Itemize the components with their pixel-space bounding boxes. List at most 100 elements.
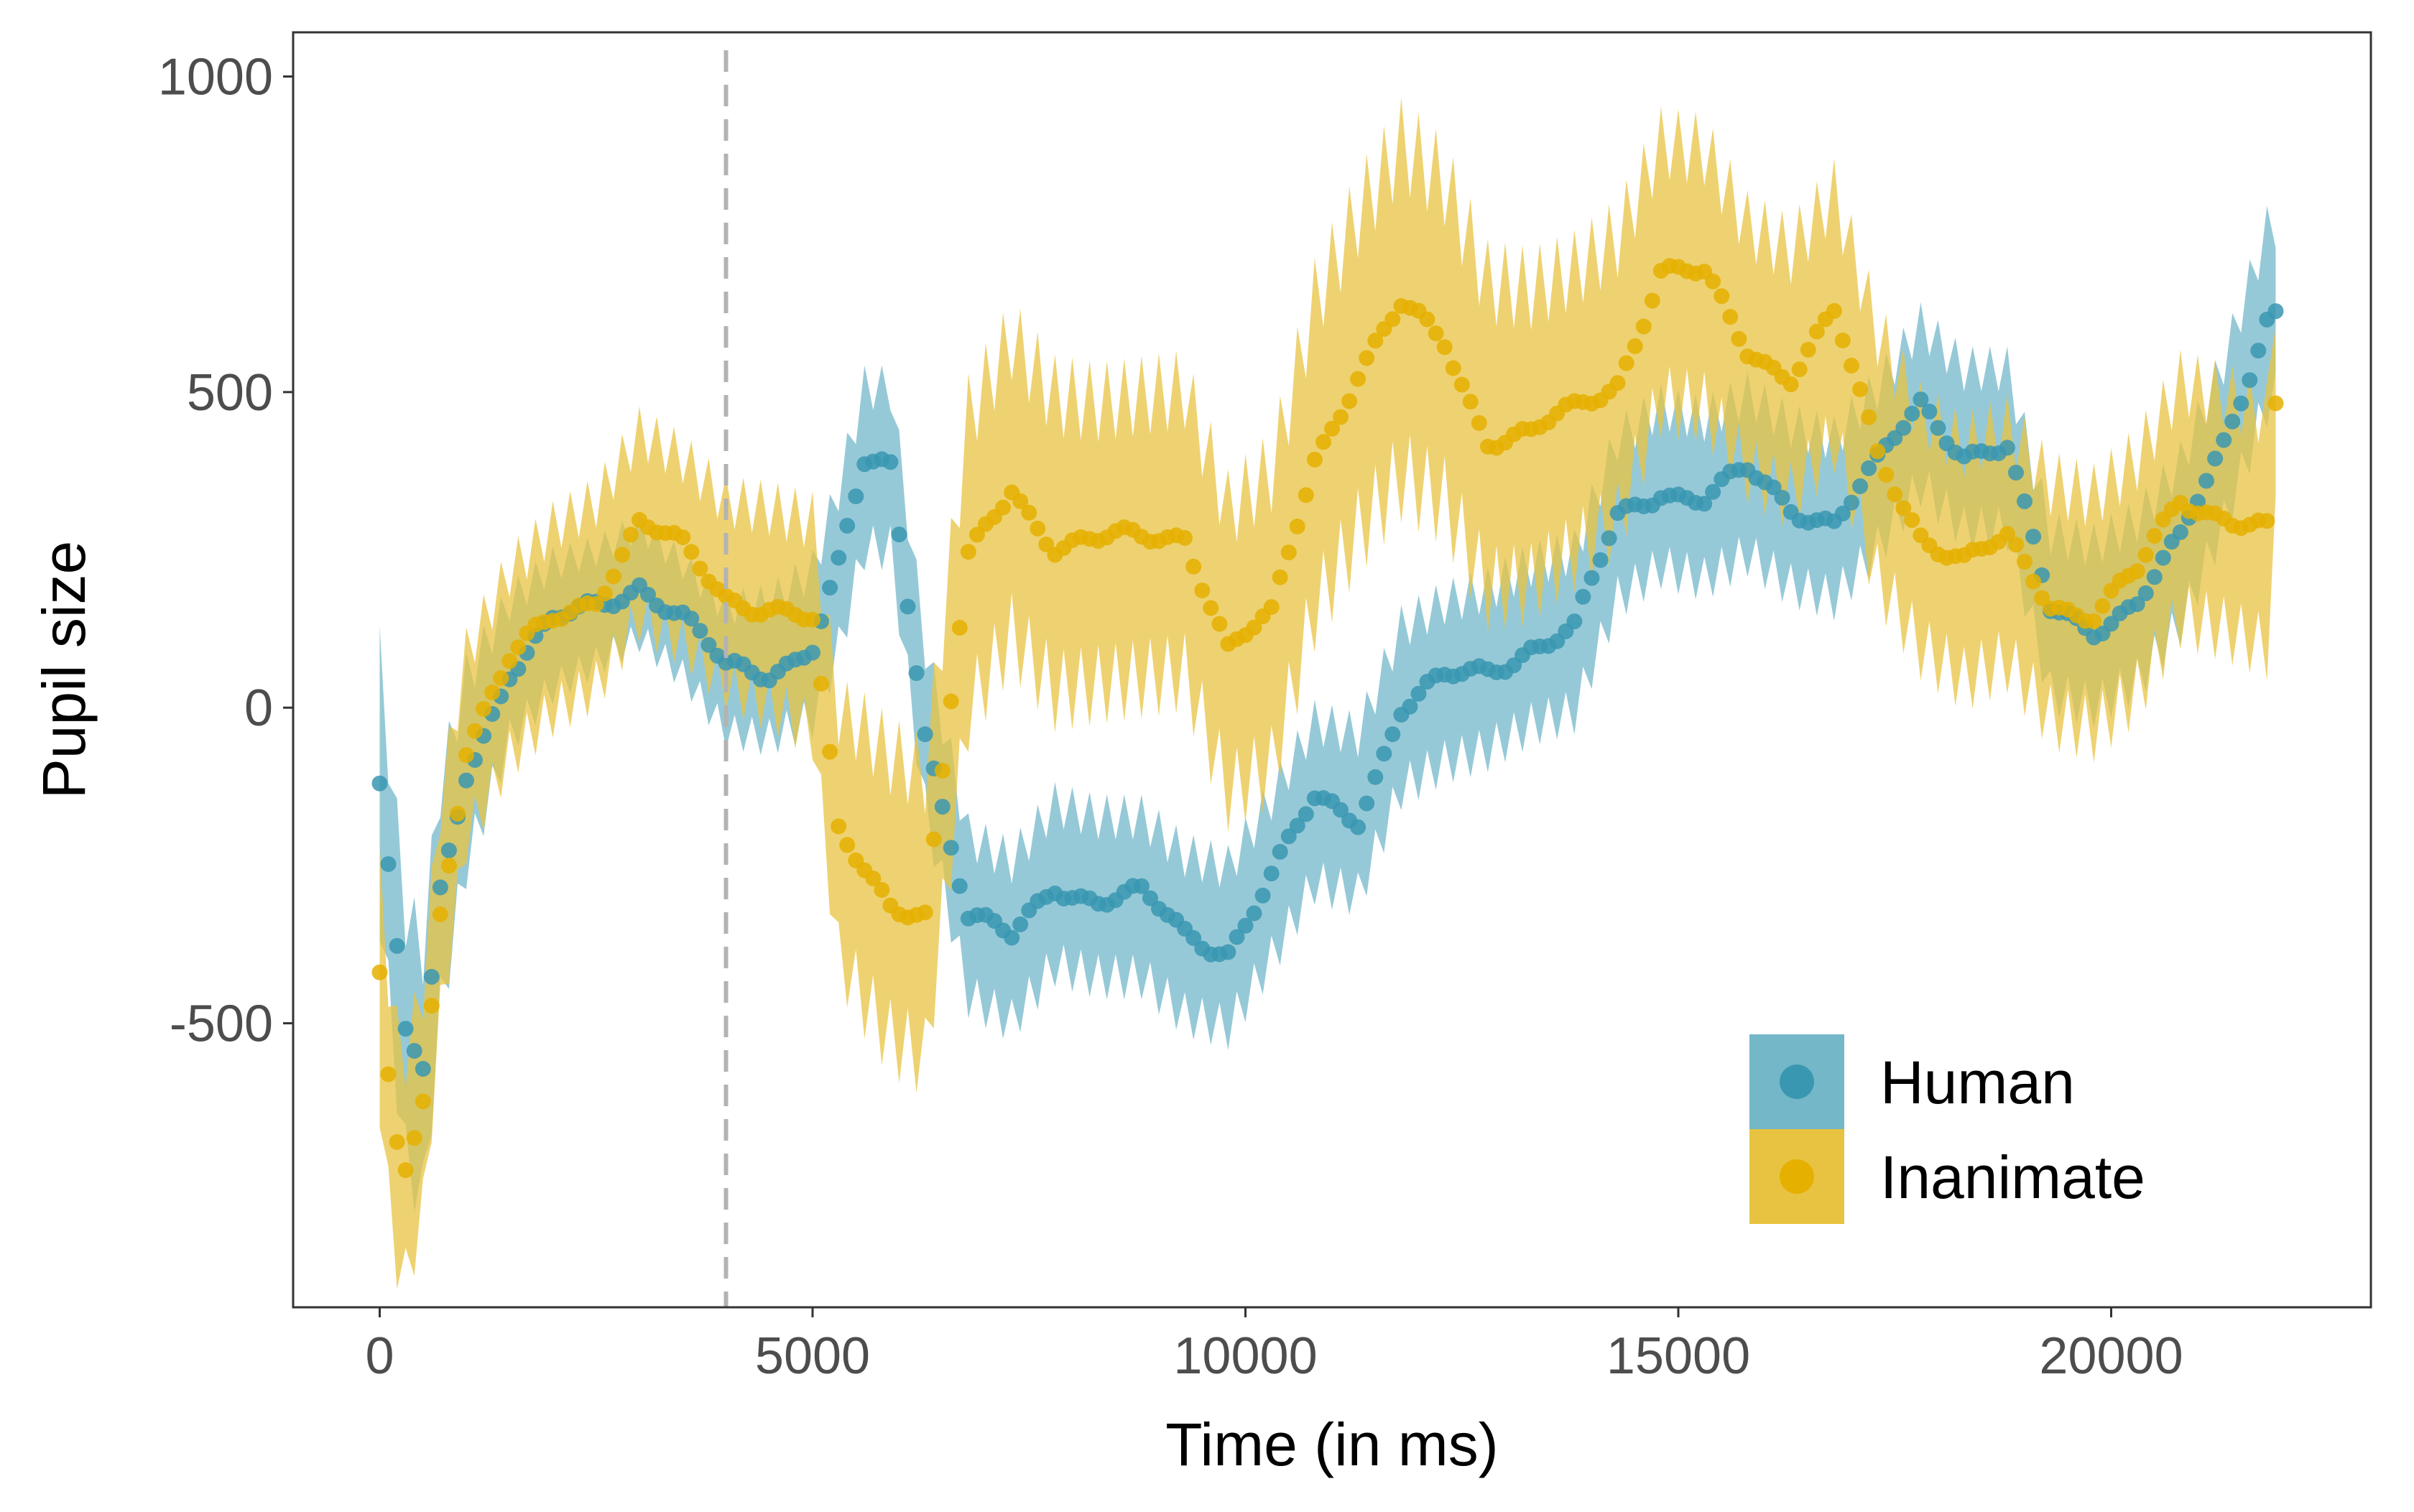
data-point <box>1350 371 1366 387</box>
data-point <box>2086 613 2102 629</box>
data-point <box>1731 330 1747 347</box>
data-point <box>1782 376 1799 393</box>
data-point <box>614 547 630 563</box>
series-human <box>371 303 2284 1077</box>
data-point <box>1844 494 1859 511</box>
data-point <box>1272 569 1288 585</box>
data-point <box>1333 802 1349 818</box>
legend-label-inanimate: Inanimate <box>1880 1144 2145 1211</box>
data-point <box>683 611 700 627</box>
data-point <box>2172 524 2188 540</box>
data-point <box>1575 588 1591 605</box>
data-point <box>1861 409 1877 425</box>
x-tick-label: 10000 <box>1173 1327 1317 1385</box>
data-point <box>596 585 613 602</box>
data-point <box>2017 493 2033 509</box>
data-point <box>822 743 838 760</box>
data-point <box>389 937 405 954</box>
data-point <box>2129 563 2145 580</box>
plot-panel-border <box>292 31 2372 1309</box>
data-point <box>493 670 509 687</box>
data-point <box>839 837 856 853</box>
x-tick-label: 0 <box>365 1327 394 1385</box>
data-point <box>2008 537 2024 553</box>
data-point <box>440 858 457 874</box>
data-point <box>1436 339 1453 356</box>
data-point <box>1021 504 1037 521</box>
data-point <box>1306 451 1323 468</box>
data-point <box>2034 590 2050 606</box>
data-point <box>822 580 838 596</box>
data-point <box>2233 395 2249 412</box>
data-point <box>1583 570 1600 586</box>
data-point <box>397 1162 414 1179</box>
data-point <box>1852 478 1869 494</box>
data-point <box>605 568 621 585</box>
data-point <box>917 726 933 743</box>
x-tick-label: 5000 <box>755 1327 870 1385</box>
data-point <box>2025 529 2042 545</box>
data-point <box>1791 361 1808 378</box>
data-point <box>1722 309 1739 325</box>
data-point <box>2146 569 2163 585</box>
data-point <box>380 856 397 872</box>
data-point <box>1298 806 1314 822</box>
data-point <box>1142 890 1158 906</box>
data-point <box>440 842 457 858</box>
data-point <box>1714 288 1730 305</box>
data-point <box>2146 528 2163 544</box>
data-point <box>1618 355 1634 371</box>
data-point <box>2017 554 2033 570</box>
data-point <box>1930 419 1946 436</box>
data-point <box>2267 303 2284 320</box>
data-point <box>1904 405 1920 422</box>
y-axis-title: Pupil size <box>30 541 98 799</box>
data-point <box>1177 529 1193 546</box>
data-point <box>934 799 951 815</box>
data-point <box>1999 440 2015 456</box>
data-point <box>1609 375 1626 391</box>
data-point <box>2129 596 2145 613</box>
data-point <box>2259 513 2275 529</box>
data-point <box>2242 372 2258 389</box>
data-point <box>848 488 864 504</box>
data-point <box>2198 473 2214 489</box>
data-point <box>1904 512 1920 528</box>
data-point <box>1592 552 1609 568</box>
data-point <box>1350 819 1366 835</box>
x-tick-label: 15000 <box>1606 1327 1750 1385</box>
data-point <box>640 586 656 603</box>
data-point <box>1203 600 1219 616</box>
data-point <box>995 499 1012 516</box>
data-point <box>1012 916 1029 932</box>
data-point <box>484 684 501 700</box>
data-point <box>1263 866 1280 882</box>
y-axis: -500 0 500 1000 <box>158 49 293 1053</box>
data-point <box>1861 460 1877 476</box>
data-point <box>1341 393 1358 409</box>
data-point <box>891 527 907 543</box>
data-point <box>1254 887 1271 904</box>
ribbon-inanimate <box>379 97 2276 1290</box>
data-point <box>2155 549 2171 566</box>
data-point <box>2267 395 2284 412</box>
data-point <box>1566 613 1583 630</box>
data-point <box>1644 292 1660 309</box>
x-axis-title: Time (in ms) <box>1165 1411 1499 1478</box>
data-point <box>623 527 639 543</box>
data-point <box>1185 929 1202 946</box>
legend-label-human: Human <box>1880 1049 2075 1116</box>
data-point <box>415 1061 431 1077</box>
data-point <box>397 1021 414 1037</box>
y-tick-label: 1000 <box>158 49 273 106</box>
data-point <box>683 544 700 560</box>
data-point <box>1696 496 1713 512</box>
data-point <box>1367 333 1384 349</box>
series-inanimate <box>371 258 2284 1179</box>
data-point <box>1878 467 1895 483</box>
data-point <box>458 772 474 789</box>
data-point <box>943 693 959 710</box>
data-point <box>406 1043 422 1059</box>
data-point <box>1004 929 1020 946</box>
